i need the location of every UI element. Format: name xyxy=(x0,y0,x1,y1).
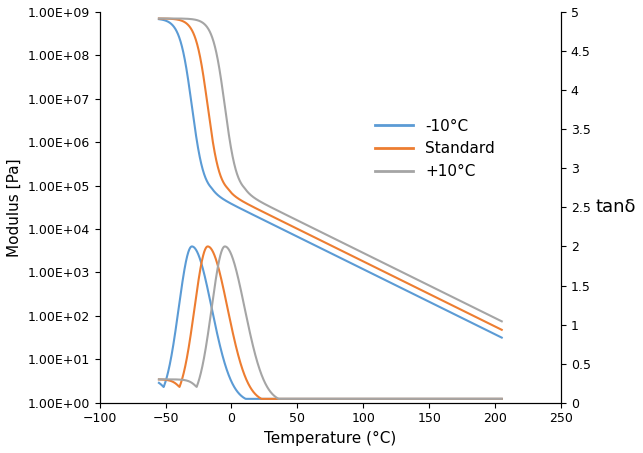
Y-axis label: tanδ: tanδ xyxy=(595,198,636,217)
X-axis label: Temperature (°C): Temperature (°C) xyxy=(264,431,397,446)
Y-axis label: Modulus [Pa]: Modulus [Pa] xyxy=(7,158,22,257)
Legend: -10°C, Standard, +10°C: -10°C, Standard, +10°C xyxy=(368,112,501,185)
